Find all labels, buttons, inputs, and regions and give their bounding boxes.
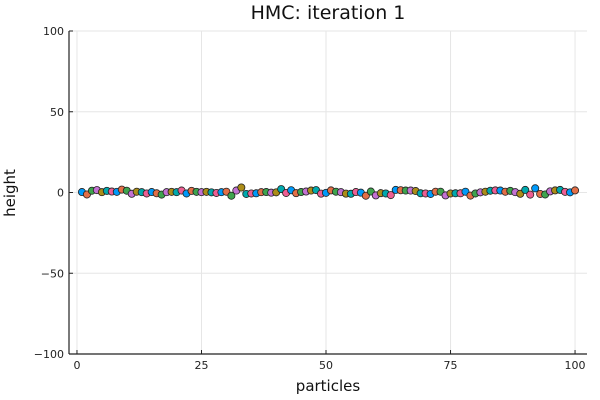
data-point-91	[526, 190, 535, 199]
y-tick-label-3: 50	[50, 106, 64, 119]
x-tick-labels: 0 25 50 75 100	[73, 359, 585, 372]
y-tick-label-1: −50	[41, 267, 64, 280]
y-tick-label-2: 0	[57, 187, 64, 200]
data-point-63	[386, 191, 395, 200]
data-point-31	[227, 191, 236, 200]
data-points	[77, 183, 580, 200]
x-axis-label: particles	[296, 377, 361, 395]
data-point-100	[571, 186, 580, 195]
chart-title: HMC: iteration 1	[251, 2, 406, 24]
x-tick-label-4: 100	[565, 359, 586, 372]
x-tick-label-0: 0	[73, 359, 80, 372]
y-tick-label-0: −100	[34, 348, 64, 361]
y-axis-label: height	[1, 169, 19, 217]
x-tick-label-1: 25	[194, 359, 208, 372]
data-point-33	[237, 183, 246, 192]
x-tick-label-2: 50	[319, 359, 333, 372]
data-point-90	[521, 185, 530, 194]
axes	[68, 30, 587, 355]
x-tick-label-3: 75	[444, 359, 458, 372]
y-tick-label-4: 100	[43, 25, 64, 38]
data-point-92	[531, 184, 540, 193]
y-tick-labels: −100 −50 0 50 100	[34, 25, 64, 361]
